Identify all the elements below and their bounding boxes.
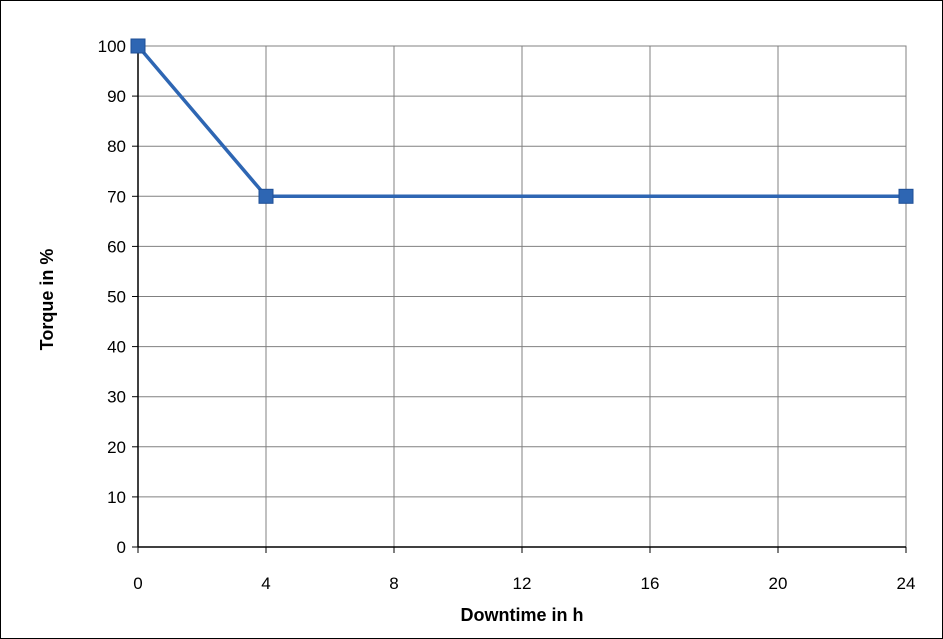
y-tick-label: 40 — [107, 338, 126, 357]
y-tick-label: 90 — [107, 87, 126, 106]
y-tick-label: 0 — [117, 538, 126, 557]
y-tick-label: 80 — [107, 137, 126, 156]
y-tick-label: 30 — [107, 388, 126, 407]
x-tick-label: 8 — [389, 574, 398, 593]
y-tick-label: 50 — [107, 288, 126, 307]
tick-labels: 0 4 8 12 16 20 24 0 10 20 30 40 50 60 70 80 90 100 — [98, 37, 916, 593]
y-axis-title: Torque in % — [37, 249, 57, 351]
x-tick-label: 12 — [513, 574, 532, 593]
x-tick-label: 24 — [897, 574, 916, 593]
grid — [137, 45, 907, 548]
data-point-marker — [258, 188, 274, 204]
series — [130, 38, 914, 204]
y-tick-label: 70 — [107, 187, 126, 206]
data-point-marker — [130, 38, 146, 54]
x-tick-label: 4 — [261, 574, 270, 593]
x-axis-title: Downtime in h — [461, 605, 584, 625]
y-tick-label: 60 — [107, 237, 126, 256]
y-tick-label: 100 — [98, 37, 126, 56]
y-tick-label: 20 — [107, 438, 126, 457]
axes — [132, 45, 907, 553]
x-tick-label: 16 — [641, 574, 660, 593]
x-tick-label: 20 — [769, 574, 788, 593]
x-tick-label: 0 — [133, 574, 142, 593]
data-point-marker — [898, 188, 914, 204]
y-tick-label: 10 — [107, 488, 126, 507]
